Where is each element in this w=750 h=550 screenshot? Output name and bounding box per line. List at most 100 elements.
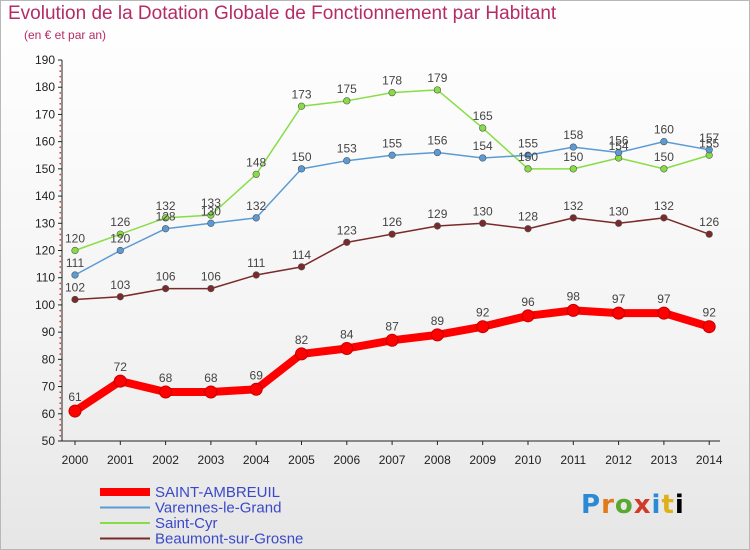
data-label: 87 xyxy=(385,319,399,333)
data-label: 84 xyxy=(340,327,354,341)
data-point xyxy=(249,382,263,396)
logo-letter: i xyxy=(651,490,662,520)
x-tick-label: 2010 xyxy=(515,453,542,467)
data-label: 132 xyxy=(563,199,583,213)
data-label: 154 xyxy=(473,139,493,153)
y-minor-tick xyxy=(59,347,61,350)
data-label: 156 xyxy=(609,134,629,148)
y-minor-tick xyxy=(59,92,61,94)
data-label: 89 xyxy=(431,314,445,328)
x-tick-label: 2000 xyxy=(62,453,89,467)
y-minor-tick xyxy=(59,326,61,328)
data-point xyxy=(660,214,668,222)
data-label: 150 xyxy=(518,150,538,164)
data-point xyxy=(116,246,124,255)
data-point xyxy=(433,222,442,230)
data-point xyxy=(252,271,260,279)
data-label: 150 xyxy=(654,150,674,164)
data-point xyxy=(71,246,79,255)
y-minor-tick xyxy=(59,81,61,83)
data-label: 98 xyxy=(567,289,581,303)
y-minor-tick xyxy=(59,70,61,72)
y-tick-label: 190 xyxy=(35,53,55,67)
y-minor-tick xyxy=(59,337,61,339)
y-minor-tick xyxy=(59,353,61,355)
data-point xyxy=(207,211,215,219)
y-minor-tick xyxy=(59,173,61,176)
data-label: 150 xyxy=(563,150,583,164)
x-tick-label: 2003 xyxy=(198,453,225,467)
x-tick-label: 2004 xyxy=(243,453,270,467)
data-point xyxy=(343,157,351,165)
data-label: 130 xyxy=(473,204,493,218)
y-minor-tick xyxy=(59,152,61,154)
data-label: 155 xyxy=(382,136,402,150)
x-tick-label: 2009 xyxy=(469,453,496,467)
y-minor-tick xyxy=(59,309,61,312)
data-point xyxy=(71,295,79,304)
y-minor-tick xyxy=(59,402,61,404)
data-point xyxy=(207,219,215,227)
x-tick-label: 2002 xyxy=(152,453,179,467)
data-point xyxy=(385,333,399,347)
y-minor-tick xyxy=(59,97,61,100)
y-minor-tick xyxy=(59,266,61,268)
y-tick-label: 90 xyxy=(42,325,56,339)
data-label: 82 xyxy=(295,333,309,347)
y-tick-label: 80 xyxy=(42,352,56,366)
data-point xyxy=(612,306,626,320)
y-minor-tick xyxy=(59,130,61,132)
y-minor-tick xyxy=(59,179,61,181)
legend-label: Beaumont-sur-Grosne xyxy=(155,531,303,548)
data-point xyxy=(614,148,623,157)
y-minor-tick xyxy=(59,201,61,203)
y-minor-tick xyxy=(59,108,61,110)
y-minor-tick xyxy=(59,288,61,290)
y-minor-tick xyxy=(59,342,61,345)
data-point xyxy=(68,404,82,418)
data-label: 111 xyxy=(247,256,266,270)
data-label: 165 xyxy=(473,109,493,123)
data-point xyxy=(521,309,535,323)
data-label: 126 xyxy=(110,215,130,229)
data-label: 155 xyxy=(518,136,538,150)
data-point xyxy=(524,225,532,233)
data-label: 130 xyxy=(609,204,629,218)
data-label: 72 xyxy=(114,360,128,374)
y-minor-tick xyxy=(59,239,61,241)
data-label: 153 xyxy=(337,142,357,156)
legend-label: Saint-Cyr xyxy=(155,515,218,532)
y-minor-tick xyxy=(59,103,61,105)
data-label: 61 xyxy=(68,390,82,404)
logo-letter: r xyxy=(601,490,615,520)
data-label: 111 xyxy=(66,256,85,270)
y-minor-tick xyxy=(59,157,61,159)
y-minor-tick xyxy=(59,369,61,372)
y-minor-tick xyxy=(59,293,61,296)
data-point xyxy=(705,146,713,154)
y-minor-tick xyxy=(59,217,61,219)
data-point xyxy=(204,385,218,399)
data-label: 106 xyxy=(156,270,176,284)
x-tick-label: 2012 xyxy=(605,453,632,467)
data-label: 128 xyxy=(156,210,176,224)
data-label: 160 xyxy=(654,123,674,137)
logo-letter: o xyxy=(614,490,634,520)
data-label: 132 xyxy=(246,199,266,213)
data-point xyxy=(207,285,215,293)
proxiti-logo: Proxiti xyxy=(581,490,685,520)
data-label: 175 xyxy=(337,82,357,96)
y-minor-tick xyxy=(59,162,61,165)
chart-title: Evolution de la Dotation Globale de Fonc… xyxy=(8,3,557,24)
data-point xyxy=(297,102,306,110)
legend-label: Varennes-le-Grand xyxy=(155,500,281,517)
y-minor-tick xyxy=(59,375,61,377)
x-tick-label: 2013 xyxy=(651,453,678,467)
data-label: 133 xyxy=(201,196,221,210)
y-minor-tick xyxy=(59,407,61,410)
x-tick-label: 2001 xyxy=(107,453,134,467)
logo-letter: t xyxy=(661,490,675,520)
logo-letter: x xyxy=(633,490,652,520)
chart-subtitle: (en € et par an) xyxy=(24,28,107,42)
series-line-beaumont-sur-grosne xyxy=(74,217,710,301)
